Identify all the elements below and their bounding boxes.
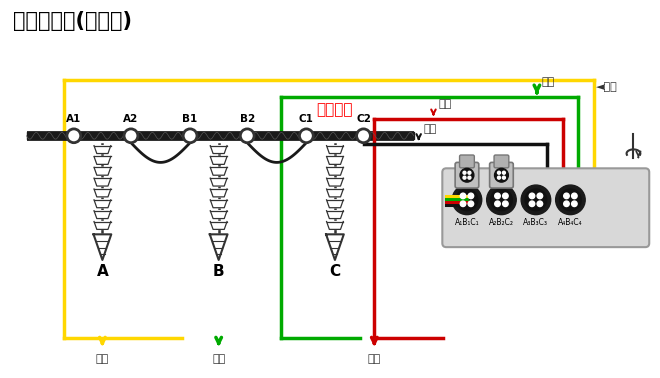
- Circle shape: [356, 129, 370, 143]
- Polygon shape: [94, 146, 111, 153]
- Circle shape: [463, 176, 466, 179]
- Text: 绿线: 绿线: [542, 77, 555, 88]
- Polygon shape: [94, 167, 111, 175]
- Polygon shape: [211, 167, 227, 175]
- Polygon shape: [327, 222, 343, 229]
- FancyBboxPatch shape: [490, 163, 513, 188]
- Circle shape: [490, 189, 512, 211]
- Circle shape: [300, 129, 313, 143]
- Circle shape: [486, 185, 516, 215]
- Circle shape: [529, 201, 535, 206]
- Polygon shape: [327, 200, 343, 208]
- Text: A₄B₄C₄: A₄B₄C₄: [558, 218, 583, 226]
- Text: B: B: [213, 264, 224, 279]
- Circle shape: [503, 193, 508, 199]
- FancyBboxPatch shape: [455, 163, 478, 188]
- Circle shape: [502, 176, 506, 179]
- Polygon shape: [211, 200, 227, 208]
- Circle shape: [494, 168, 508, 182]
- Polygon shape: [211, 146, 227, 153]
- Polygon shape: [327, 178, 343, 186]
- Circle shape: [67, 129, 81, 143]
- Polygon shape: [94, 189, 111, 197]
- Text: A₁B₁C₁: A₁B₁C₁: [455, 218, 479, 226]
- Polygon shape: [211, 211, 227, 218]
- FancyBboxPatch shape: [459, 155, 475, 168]
- Circle shape: [503, 201, 508, 206]
- Text: A1: A1: [66, 114, 81, 124]
- Circle shape: [529, 193, 535, 199]
- FancyBboxPatch shape: [442, 168, 649, 247]
- Text: ◄黄线: ◄黄线: [596, 82, 618, 91]
- Circle shape: [495, 193, 500, 199]
- Polygon shape: [326, 234, 344, 260]
- Text: 黄线: 黄线: [96, 353, 109, 364]
- Text: A2: A2: [123, 114, 139, 124]
- Text: B1: B1: [182, 114, 198, 124]
- Circle shape: [498, 176, 500, 179]
- Circle shape: [498, 171, 500, 174]
- Circle shape: [460, 168, 474, 182]
- Circle shape: [468, 171, 471, 174]
- Circle shape: [502, 171, 506, 174]
- Text: A₂B₂C₂: A₂B₂C₂: [489, 218, 514, 226]
- Circle shape: [525, 189, 546, 211]
- Circle shape: [521, 185, 550, 215]
- Text: 华顶电力: 华顶电力: [317, 102, 353, 117]
- Polygon shape: [327, 146, 343, 153]
- Circle shape: [456, 189, 478, 211]
- Circle shape: [572, 201, 577, 206]
- Text: 红线: 红线: [438, 99, 451, 109]
- Circle shape: [537, 193, 543, 199]
- Circle shape: [495, 201, 500, 206]
- Polygon shape: [210, 234, 228, 260]
- Text: C2: C2: [356, 114, 371, 124]
- Polygon shape: [327, 156, 343, 164]
- Text: B2: B2: [240, 114, 255, 124]
- Circle shape: [183, 129, 197, 143]
- Circle shape: [463, 171, 466, 174]
- Text: A: A: [96, 264, 108, 279]
- Text: C1: C1: [299, 114, 314, 124]
- Circle shape: [564, 193, 569, 199]
- Circle shape: [124, 129, 138, 143]
- Polygon shape: [94, 211, 111, 218]
- Text: 红线: 红线: [368, 353, 381, 364]
- Text: 黑线: 黑线: [424, 124, 437, 134]
- Circle shape: [468, 201, 474, 206]
- Text: A₃B₃C₃: A₃B₃C₃: [523, 218, 548, 226]
- Circle shape: [560, 189, 581, 211]
- Circle shape: [572, 193, 577, 199]
- Polygon shape: [327, 189, 343, 197]
- Polygon shape: [211, 222, 227, 229]
- Circle shape: [564, 201, 569, 206]
- Circle shape: [460, 201, 466, 206]
- Circle shape: [556, 185, 585, 215]
- Polygon shape: [211, 189, 227, 197]
- Circle shape: [460, 193, 466, 199]
- Polygon shape: [211, 156, 227, 164]
- Circle shape: [537, 201, 543, 206]
- Polygon shape: [211, 178, 227, 186]
- Text: 绿线: 绿线: [212, 353, 225, 364]
- Circle shape: [468, 176, 471, 179]
- Polygon shape: [94, 156, 111, 164]
- Circle shape: [452, 185, 482, 215]
- Polygon shape: [94, 200, 111, 208]
- Text: C: C: [329, 264, 341, 279]
- FancyBboxPatch shape: [494, 155, 509, 168]
- Polygon shape: [327, 211, 343, 218]
- Polygon shape: [94, 234, 112, 260]
- Polygon shape: [94, 178, 111, 186]
- Text: 断口接线图(六断口): 断口接线图(六断口): [13, 11, 132, 31]
- Circle shape: [468, 193, 474, 199]
- Polygon shape: [327, 167, 343, 175]
- Polygon shape: [94, 222, 111, 229]
- Circle shape: [240, 129, 254, 143]
